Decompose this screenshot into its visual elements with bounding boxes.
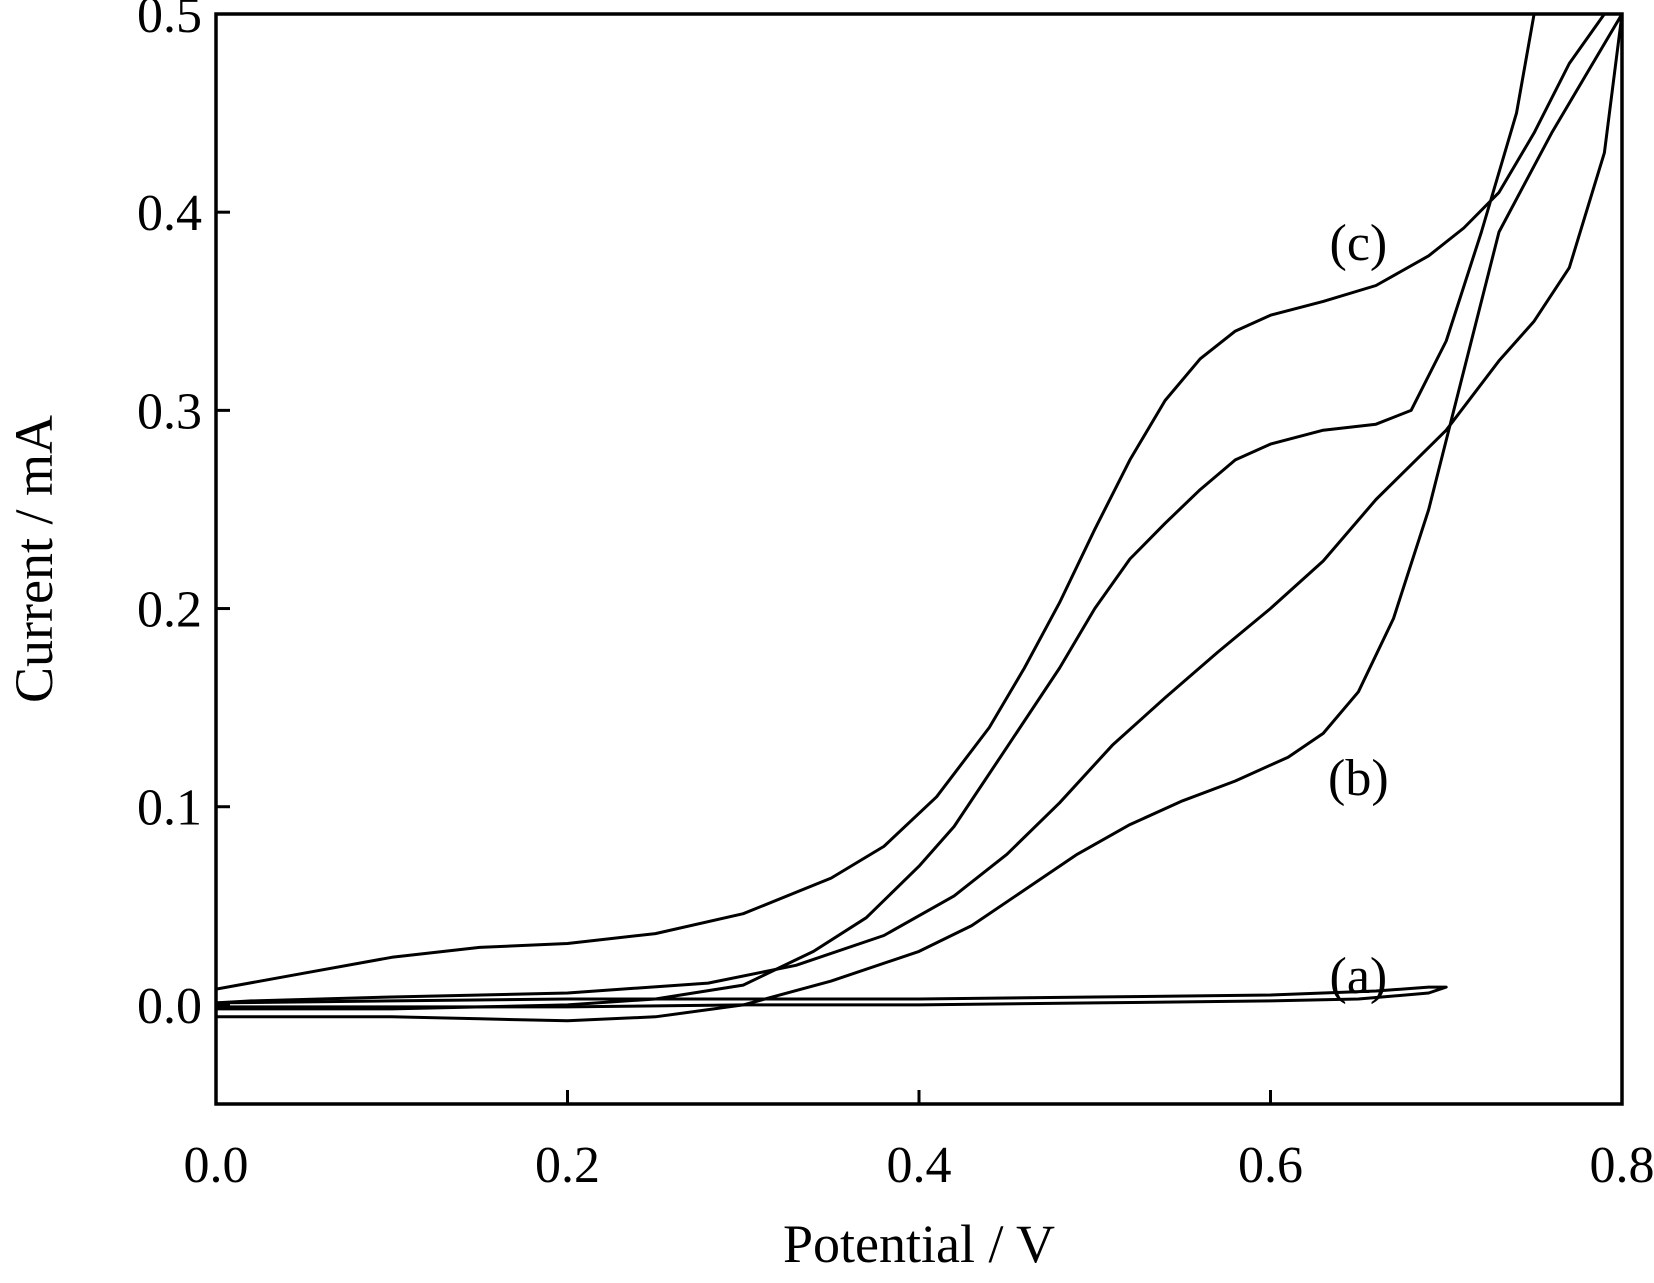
x-axis-label: Potential / V — [783, 1214, 1055, 1274]
y-axis-label: Current / mA — [4, 415, 64, 703]
curve-label: (b) — [1328, 750, 1389, 807]
series-layer — [216, 14, 1622, 1023]
x-tick-label: 0.4 — [887, 1137, 952, 1194]
x-tick-label: 0.2 — [535, 1137, 600, 1194]
x-tick-label: 0.6 — [1238, 1137, 1303, 1194]
y-tick-label: 0.3 — [137, 383, 202, 440]
y-tick-label: 0.4 — [137, 185, 202, 242]
y-tick-label: 0.5 — [137, 0, 202, 44]
curve-labels-layer: (a) (b) (c) — [1328, 215, 1389, 1005]
tick-labels-layer: 0.0 0.2 0.4 0.6 0.8 0.0 0.1 0.2 0.3 0.4 0.5 — [137, 0, 1654, 1194]
curve-label: (a) — [1330, 948, 1388, 1005]
plot-frame — [214, 12, 1624, 1106]
series-line-3 — [216, 14, 1606, 1011]
y-tick-label: 0.1 — [137, 780, 202, 837]
series-line-2 — [216, 14, 1622, 1023]
y-tick-label: 0.0 — [137, 978, 202, 1035]
x-tick-label: 0.8 — [1590, 1137, 1654, 1194]
x-tick-label: 0.0 — [184, 1137, 249, 1194]
curve-label: (c) — [1330, 215, 1388, 272]
y-tick-label: 0.2 — [137, 582, 202, 639]
